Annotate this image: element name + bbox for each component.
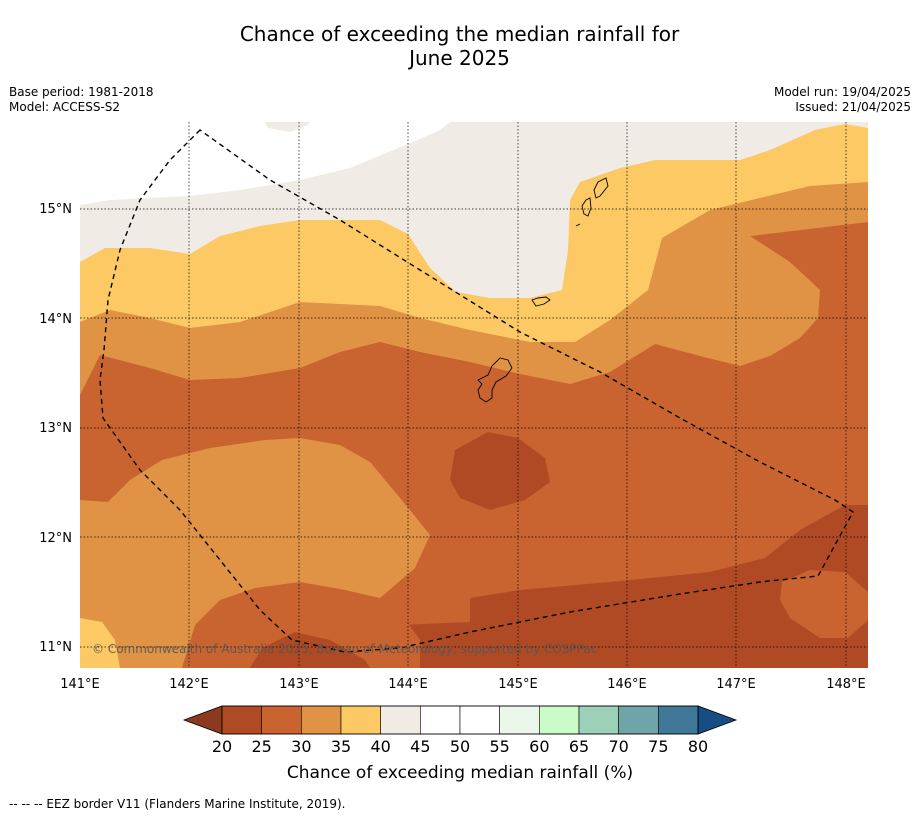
lon-label-141e: 141°E	[60, 677, 100, 692]
colorbar-segment	[221, 705, 262, 735]
meta-right: Model run: 19/04/2025 Issued: 21/04/2025	[774, 85, 911, 115]
guam-island	[477, 357, 513, 403]
eez-border	[99, 129, 854, 653]
region-45-50-northwest	[80, 122, 450, 205]
lat-label-13n: 13°N	[39, 421, 72, 436]
region-40-45-patch	[265, 122, 310, 132]
colorbar-tick-label: 80	[688, 737, 708, 756]
title-line-1: Chance of exceeding the median rainfall …	[239, 22, 680, 46]
colorbar-tick-label: 55	[489, 737, 509, 756]
model-run: Model run: 19/04/2025	[773, 85, 911, 99]
colorbar-extend-high	[697, 705, 738, 735]
region-20-25-south	[80, 505, 868, 668]
colorbar-segment	[261, 705, 302, 735]
region-30-35-southwest	[80, 438, 430, 668]
colorbar-segment	[301, 705, 342, 735]
tinian-island	[581, 197, 592, 217]
lon-label-148e: 148°E	[826, 677, 866, 692]
lat-label-12n: 12°N	[39, 531, 72, 546]
lon-label-146e: 146°E	[607, 677, 647, 692]
colorbar-extend-low	[182, 705, 223, 735]
region-35-40-corner	[80, 618, 120, 668]
colorbar-segment	[380, 705, 421, 735]
lon-label-147e: 147°E	[716, 677, 756, 692]
title-line-2: June 2025	[409, 46, 510, 70]
colorbar-segments	[221, 705, 699, 735]
colorbar-tick-label: 40	[370, 737, 390, 756]
region-20-25-southwest	[250, 632, 370, 668]
longitude-labels: 141°E 142°E 143°E 144°E 145°E 146°E 147°…	[60, 677, 866, 692]
colorbar-tick-label: 20	[212, 737, 232, 756]
colorbar-tick-label: 60	[529, 737, 549, 756]
issued-date: Issued: 21/04/2025	[795, 100, 911, 114]
colorbar-tick-label: 45	[410, 737, 430, 756]
lon-label-142e: 142°E	[169, 677, 209, 692]
latitude-labels: 15°N 14°N 13°N 12°N 11°N	[39, 202, 72, 655]
colorbar-tick-label: 65	[569, 737, 589, 756]
lon-label-145e: 145°E	[498, 677, 538, 692]
colorbar-tick-label: 35	[331, 737, 351, 756]
lat-label-14n: 14°N	[39, 312, 72, 327]
map-gridlines	[80, 122, 868, 668]
eez-footnote: -- -- -- EEZ border V11 (Flanders Marine…	[9, 797, 346, 811]
colorbar-segment	[340, 705, 381, 735]
colorbar-tick-label: 70	[608, 737, 628, 756]
model-name: Model: ACCESS-S2	[9, 100, 121, 114]
colorbar: 20 25 30 35 40 45 50 55 60 65 70 75 80 Chance of exc…	[182, 705, 738, 783]
aguijan-island	[575, 223, 581, 227]
colorbar-tick-label: 50	[450, 737, 470, 756]
map-title: Chance of exceeding the median rainfall …	[0, 22, 919, 70]
colorbar-tick-label: 30	[291, 737, 311, 756]
colorbar-segment	[420, 705, 461, 735]
lon-label-143e: 143°E	[279, 677, 319, 692]
colorbar-label: Chance of exceeding median rainfall (%)	[287, 763, 633, 783]
region-25-30-southwest	[182, 582, 420, 668]
colorbar-segment	[459, 705, 500, 735]
saipan-island	[593, 177, 609, 199]
rainfall-map	[80, 122, 868, 668]
rota-island	[531, 296, 551, 307]
colorbar-segment	[658, 705, 699, 735]
colorbar-frame	[221, 705, 699, 735]
copyright-text: © Commonwealth of Australia 2025, Bureau…	[92, 642, 597, 656]
colorbar-segment	[578, 705, 619, 735]
lon-label-144e: 144°E	[388, 677, 428, 692]
colorbar-ticks: 20 25 30 35 40 45 50 55 60 65 70 75 80	[212, 737, 708, 756]
islands	[477, 177, 609, 403]
colorbar-segment	[539, 705, 580, 735]
colorbar-tick-label: 25	[251, 737, 271, 756]
lat-label-15n: 15°N	[39, 202, 72, 217]
lat-label-11n: 11°N	[39, 640, 72, 655]
colorbar-segment	[618, 705, 659, 735]
meta-left: Base period: 1981-2018 Model: ACCESS-S2	[9, 85, 154, 115]
colorbar-segment	[499, 705, 540, 735]
region-20-25-center	[450, 432, 550, 510]
colorbar-tick-label: 75	[648, 737, 668, 756]
base-period: Base period: 1981-2018	[9, 85, 154, 99]
region-25-30-southeast	[780, 570, 868, 638]
